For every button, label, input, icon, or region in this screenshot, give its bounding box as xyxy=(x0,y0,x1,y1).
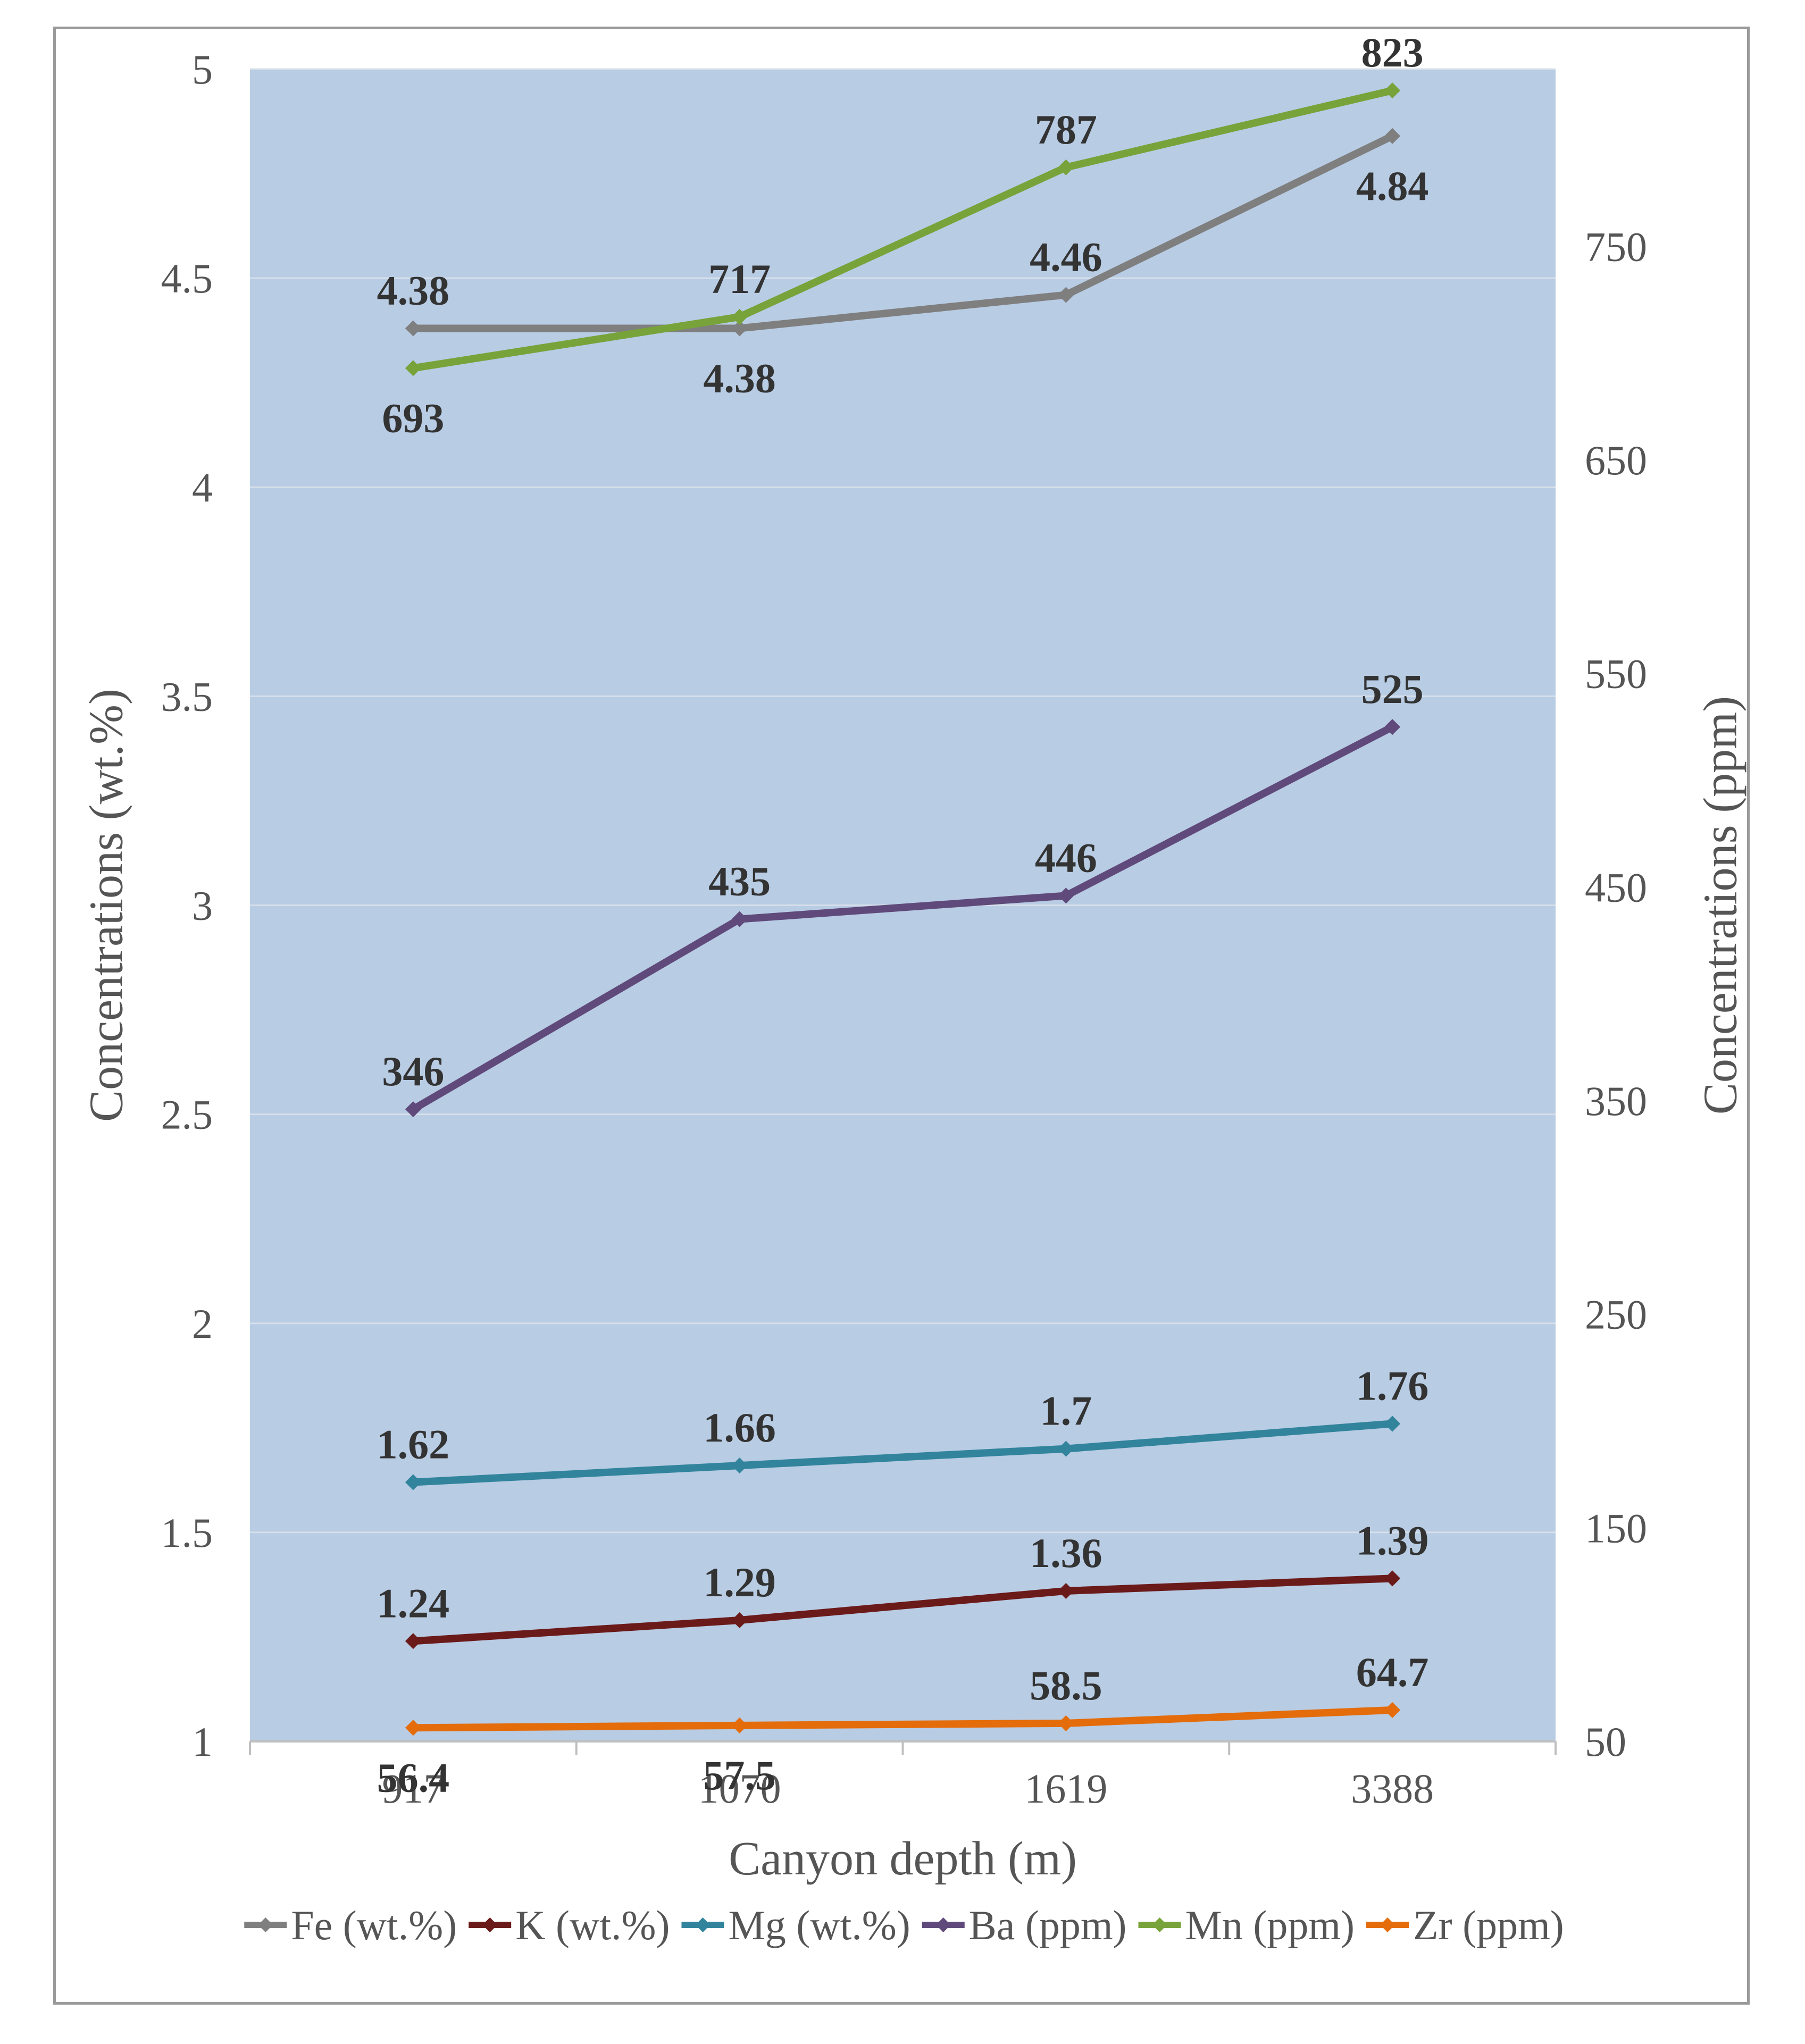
y-tick-label: 1 xyxy=(192,1719,213,1765)
data-point xyxy=(1058,1440,1074,1457)
data-label: 4.84 xyxy=(1356,163,1429,209)
data-point xyxy=(1058,159,1074,175)
data-point xyxy=(405,320,421,337)
legend-marker xyxy=(258,1917,273,1932)
data-point xyxy=(1384,1415,1401,1432)
data-point xyxy=(1384,128,1401,144)
x-axis-ticks: 917 1070 1619 3388 xyxy=(249,1741,1557,1812)
y2-tick-label: 550 xyxy=(1585,651,1647,697)
y2-tick-label: 250 xyxy=(1585,1292,1647,1338)
data-point xyxy=(1384,82,1401,99)
legend-marker xyxy=(1152,1917,1167,1932)
data-point xyxy=(1058,1715,1074,1731)
legend: Fe (wt.%) K (wt.%) Mg (wt.%) Ba (ppm) Mn (pp… xyxy=(244,1902,1564,1948)
data-point xyxy=(731,308,748,325)
y2-tick-label: 150 xyxy=(1585,1505,1647,1551)
x-tick-label: 1619 xyxy=(1024,1765,1107,1812)
data-point xyxy=(1384,1570,1401,1587)
data-label: 446 xyxy=(1035,834,1097,881)
y2-tick-label: 750 xyxy=(1585,223,1647,270)
data-label: 693 xyxy=(382,395,444,441)
y-tick-label: 5 xyxy=(192,46,213,93)
data-label: 525 xyxy=(1361,666,1424,712)
y-axis-ticks: 1 1.5 2 2.5 3 3.5 4 4.5 5 xyxy=(161,46,213,1765)
legend-marker xyxy=(935,1917,951,1932)
y-tick-label: 2.5 xyxy=(161,1092,213,1138)
series-line-ba xyxy=(409,723,1397,1113)
data-point xyxy=(405,1474,421,1490)
chart-frame: 917 1070 1619 3388 1 1.5 2 2.5 3 3.5 4 4.5 5 50 150 2… xyxy=(53,27,1750,2005)
y-tick-label: 4 xyxy=(192,464,213,510)
data-label: 1.76 xyxy=(1356,1362,1429,1409)
data-point xyxy=(731,1612,748,1628)
legend-label: Ba (ppm) xyxy=(969,1902,1127,1948)
y2-tick-label: 50 xyxy=(1585,1719,1626,1765)
data-label: 57.5 xyxy=(703,1752,776,1798)
data-point xyxy=(1384,719,1401,735)
data-label: 4.38 xyxy=(377,267,450,313)
series-line-k xyxy=(409,1574,1397,1645)
data-label: 4.46 xyxy=(1030,234,1102,280)
data-label: 1.29 xyxy=(703,1559,776,1605)
legend-marker xyxy=(695,1917,711,1932)
gridlines xyxy=(250,68,1556,1534)
series-line-mg xyxy=(409,1420,1397,1486)
data-label: 1.39 xyxy=(1356,1517,1429,1563)
data-point xyxy=(731,1717,748,1733)
line-chart: 917 1070 1619 3388 1 1.5 2 2.5 3 3.5 4 4.5 5 50 150 2… xyxy=(80,29,1747,1948)
x-tick-label: 3388 xyxy=(1351,1765,1434,1812)
legend-label: Fe (wt.%) xyxy=(291,1902,457,1948)
data-label: 435 xyxy=(708,858,771,904)
data-label: 717 xyxy=(708,256,771,302)
data-point xyxy=(405,1101,421,1118)
data-label: 64.7 xyxy=(1356,1649,1429,1695)
data-point xyxy=(1384,1702,1401,1718)
data-label: 1.36 xyxy=(1030,1530,1102,1576)
x-tick-label: 917 xyxy=(382,1765,444,1812)
y2-axis-ticks: 50 150 250 350 450 550 650 750 xyxy=(1585,223,1647,1765)
y2-tick-label: 450 xyxy=(1585,864,1647,910)
data-point xyxy=(1058,887,1074,904)
data-label: 1.62 xyxy=(377,1421,450,1468)
y2-tick-label: 650 xyxy=(1585,437,1647,483)
data-labels: 4.38 4.38 4.46 4.84 1.24 1.29 1.36 1.39 1.62 1.66… xyxy=(377,29,1429,1800)
y-axis-title: Concentrations (wt.%) xyxy=(80,689,133,1122)
data-label: 4.38 xyxy=(703,355,776,401)
x-axis-title: Canyon depth (m) xyxy=(729,1832,1077,1885)
y-tick-label: 3 xyxy=(192,883,213,929)
y2-axis-title: Concentrations (ppm) xyxy=(1694,696,1747,1115)
data-label: 58.5 xyxy=(1030,1662,1102,1708)
data-point xyxy=(731,1457,748,1474)
legend-label: Mn (ppm) xyxy=(1185,1902,1355,1948)
x-tick-label: 1070 xyxy=(698,1765,781,1812)
data-label: 56.4 xyxy=(377,1754,450,1800)
series-line-zr xyxy=(409,1706,1397,1732)
data-point xyxy=(731,320,748,337)
y-tick-label: 3.5 xyxy=(161,673,213,719)
legend-label: K (wt.%) xyxy=(515,1902,670,1948)
data-label: 787 xyxy=(1035,106,1097,153)
data-point xyxy=(405,360,421,376)
y-tick-label: 1.5 xyxy=(161,1510,213,1556)
series xyxy=(405,82,1401,1736)
data-point xyxy=(731,911,748,927)
data-label: 1.66 xyxy=(703,1404,776,1451)
legend-marker xyxy=(1380,1917,1395,1932)
data-point xyxy=(1058,1582,1074,1599)
data-label: 1.7 xyxy=(1040,1388,1092,1434)
series-line-mn xyxy=(409,87,1397,372)
legend-label: Zr (ppm) xyxy=(1413,1902,1564,1948)
legend-marker xyxy=(482,1917,498,1932)
data-label: 823 xyxy=(1361,29,1424,76)
data-label: 346 xyxy=(382,1048,444,1094)
data-point xyxy=(405,1720,421,1736)
series-line-fe xyxy=(409,132,1397,332)
y-tick-label: 2 xyxy=(192,1301,213,1347)
data-label: 1.24 xyxy=(377,1580,450,1626)
y2-tick-label: 350 xyxy=(1585,1078,1647,1124)
legend-label: Mg (wt.%) xyxy=(728,1902,910,1948)
data-point xyxy=(405,1633,421,1649)
y-tick-label: 4.5 xyxy=(161,255,213,301)
data-point xyxy=(1058,287,1074,303)
